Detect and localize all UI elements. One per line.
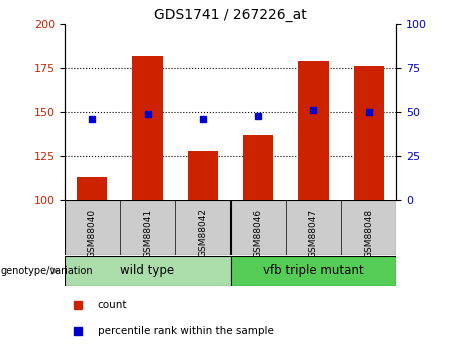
Bar: [243, 135, 273, 200]
Text: wild type: wild type: [120, 264, 175, 277]
Text: GSM88041: GSM88041: [143, 208, 152, 257]
Text: GSM88046: GSM88046: [254, 208, 263, 257]
Text: vfb triple mutant: vfb triple mutant: [263, 264, 364, 277]
Bar: [354, 66, 384, 200]
Bar: [230, 256, 396, 286]
Bar: [77, 177, 107, 200]
Text: count: count: [98, 300, 127, 310]
Text: percentile rank within the sample: percentile rank within the sample: [98, 326, 274, 336]
Text: GSM88047: GSM88047: [309, 208, 318, 257]
Text: GSM88042: GSM88042: [198, 208, 207, 257]
Bar: [188, 151, 218, 200]
Title: GDS1741 / 267226_at: GDS1741 / 267226_at: [154, 8, 307, 22]
Text: genotype/variation: genotype/variation: [1, 266, 94, 276]
Bar: [65, 256, 230, 286]
Text: GSM88048: GSM88048: [364, 208, 373, 257]
Bar: [132, 56, 163, 200]
Bar: [298, 61, 329, 200]
Text: GSM88040: GSM88040: [88, 208, 97, 257]
